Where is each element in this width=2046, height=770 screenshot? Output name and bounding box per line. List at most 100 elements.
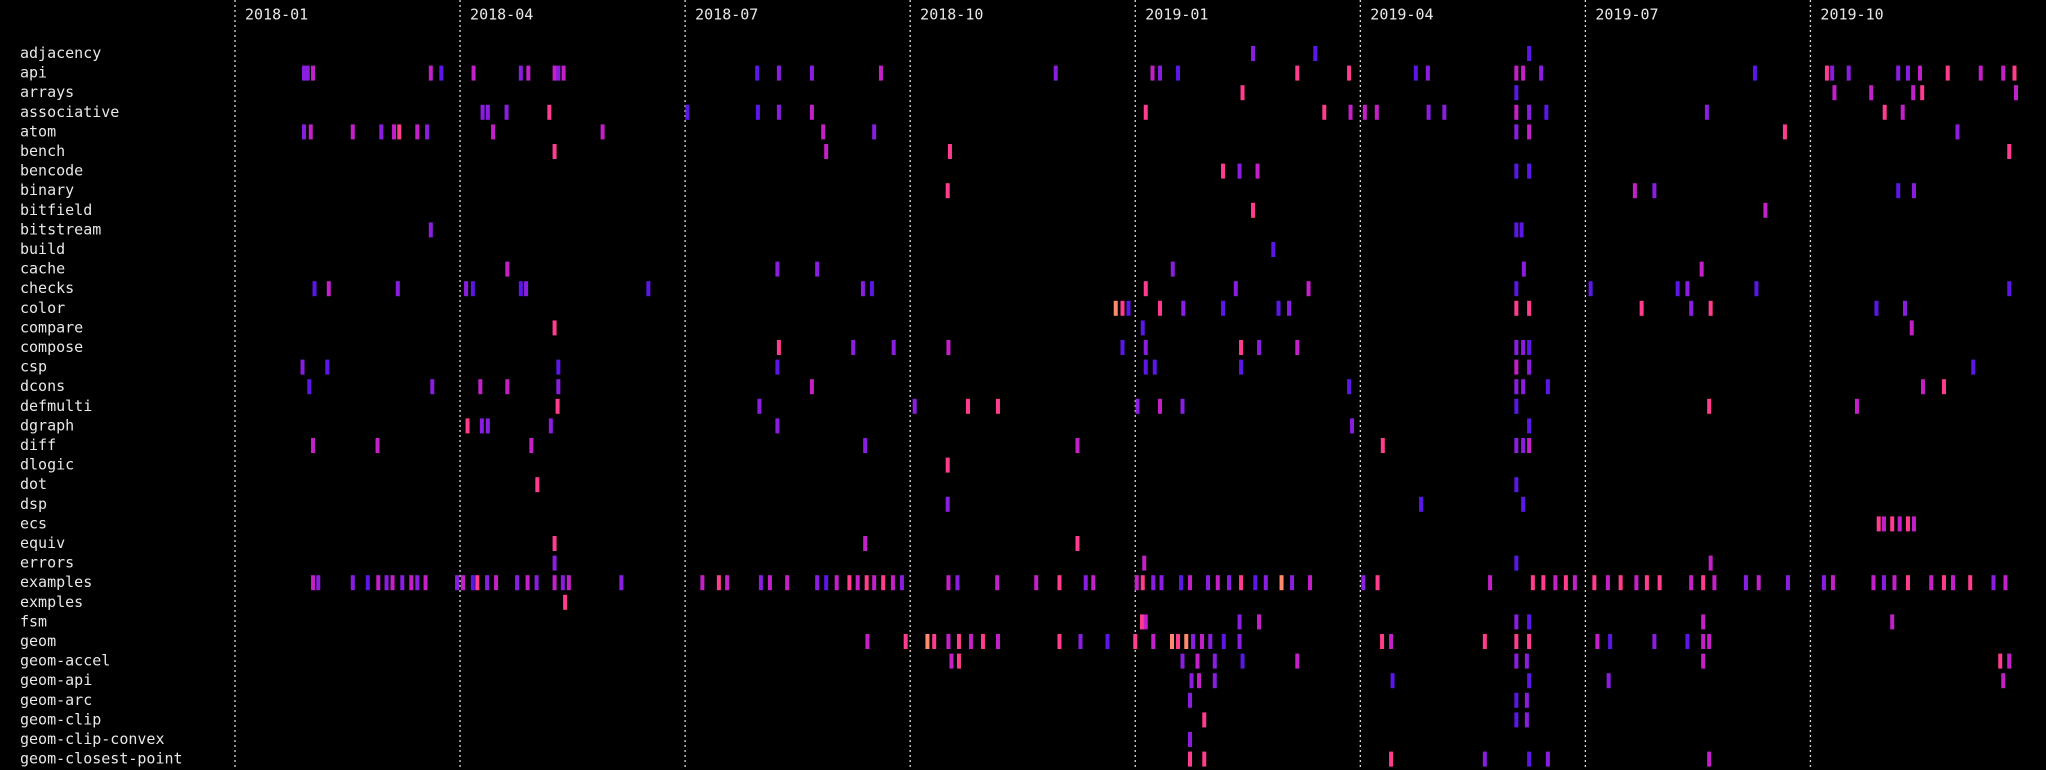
commit-mark bbox=[1521, 261, 1526, 277]
commit-mark bbox=[491, 124, 496, 140]
commit-mark bbox=[311, 65, 316, 81]
commit-mark bbox=[560, 575, 565, 591]
commit-mark bbox=[945, 457, 950, 473]
commit-mark bbox=[2007, 144, 2012, 159]
commit-mark bbox=[1322, 104, 1327, 120]
commit-mark bbox=[529, 438, 534, 453]
commit-mark bbox=[2007, 281, 2012, 297]
commit-mark bbox=[471, 65, 476, 81]
commit-mark bbox=[1685, 281, 1690, 297]
commit-mark bbox=[1295, 653, 1300, 669]
commit-mark bbox=[1881, 575, 1886, 591]
commit-mark bbox=[1239, 575, 1244, 591]
commit-mark bbox=[809, 65, 814, 81]
commit-mark bbox=[1239, 340, 1244, 355]
commit-mark bbox=[308, 124, 313, 140]
commit-mark bbox=[1514, 340, 1519, 355]
commit-mark bbox=[384, 575, 389, 591]
commit-mark bbox=[815, 261, 820, 277]
commit-mark bbox=[392, 124, 397, 140]
commit-mark bbox=[1151, 575, 1156, 591]
commit-mark bbox=[1179, 575, 1184, 591]
commit-mark bbox=[395, 281, 400, 297]
commit-mark bbox=[775, 261, 780, 277]
row-label: geom-clip bbox=[20, 710, 101, 728]
commit-mark bbox=[1971, 359, 1976, 375]
row-label: atom bbox=[20, 122, 56, 140]
commit-mark bbox=[869, 281, 874, 297]
commit-mark bbox=[400, 575, 405, 591]
commit-mark bbox=[600, 124, 605, 140]
commit-mark bbox=[552, 320, 557, 336]
commit-mark bbox=[1158, 65, 1163, 81]
commit-mark bbox=[1140, 320, 1145, 336]
commit-mark bbox=[968, 634, 973, 649]
commit-mark bbox=[428, 222, 433, 238]
commit-mark bbox=[1892, 575, 1897, 591]
commit-mark bbox=[1763, 202, 1768, 218]
commit-mark bbox=[1905, 516, 1910, 532]
commit-mark bbox=[1592, 575, 1597, 591]
commit-mark bbox=[1881, 516, 1886, 532]
row-label: dsp bbox=[20, 495, 47, 513]
commit-mark bbox=[1215, 575, 1220, 591]
commit-mark bbox=[302, 65, 307, 81]
commit-mark bbox=[350, 575, 355, 591]
commit-mark bbox=[1206, 575, 1211, 591]
commit-mark bbox=[300, 359, 305, 375]
commit-mark bbox=[515, 575, 520, 591]
commit-mark bbox=[1375, 575, 1380, 591]
commit-mark bbox=[365, 575, 370, 591]
commit-mark bbox=[1707, 751, 1712, 767]
commit-mark bbox=[2001, 65, 2006, 81]
commit-mark bbox=[305, 65, 310, 81]
commit-mark bbox=[525, 575, 530, 591]
commit-mark bbox=[1176, 634, 1181, 649]
commit-mark bbox=[1541, 575, 1546, 591]
commit-mark bbox=[1527, 46, 1532, 61]
commit-mark bbox=[1287, 300, 1292, 316]
commit-mark bbox=[1126, 300, 1131, 316]
commit-mark bbox=[1140, 614, 1145, 630]
commit-mark bbox=[1279, 575, 1284, 591]
commit-mark bbox=[1150, 65, 1155, 81]
commit-mark bbox=[965, 398, 970, 414]
commit-mark bbox=[1514, 653, 1519, 669]
row-label: bitfield bbox=[20, 201, 92, 219]
commit-mark bbox=[2007, 653, 2012, 669]
commit-mark bbox=[1195, 653, 1200, 669]
commit-mark bbox=[1689, 300, 1694, 316]
commit-mark bbox=[1374, 104, 1379, 120]
commit-mark bbox=[480, 104, 485, 120]
commit-mark bbox=[1563, 575, 1568, 591]
commit-mark bbox=[864, 575, 869, 591]
commit-mark bbox=[1514, 634, 1519, 649]
x-tick-label: 2018-04 bbox=[470, 6, 533, 24]
commit-mark bbox=[995, 398, 1000, 414]
commit-mark bbox=[1644, 575, 1649, 591]
row-label: geom bbox=[20, 632, 56, 650]
commit-mark bbox=[1871, 575, 1876, 591]
x-tick-label: 2019-07 bbox=[1595, 6, 1658, 24]
commit-mark bbox=[505, 379, 510, 395]
commit-mark bbox=[1514, 379, 1519, 395]
row-label: dgraph bbox=[20, 416, 74, 434]
commit-mark bbox=[755, 65, 760, 81]
row-label: bencode bbox=[20, 162, 83, 180]
commit-mark bbox=[556, 359, 561, 375]
commit-mark bbox=[1514, 555, 1519, 571]
commit-mark bbox=[2001, 673, 2006, 689]
commit-mark bbox=[1920, 85, 1925, 101]
commit-mark bbox=[1390, 673, 1395, 689]
commit-mark bbox=[311, 438, 316, 453]
commit-mark bbox=[757, 398, 762, 414]
commit-mark bbox=[1514, 477, 1519, 493]
commit-mark bbox=[475, 575, 480, 591]
row-label: bitstream bbox=[20, 220, 101, 238]
commit-mark bbox=[1539, 65, 1544, 81]
commit-mark bbox=[1704, 104, 1709, 120]
commit-mark bbox=[1890, 516, 1895, 532]
commit-mark bbox=[1911, 85, 1916, 101]
commit-mark bbox=[1308, 575, 1313, 591]
commit-mark bbox=[1380, 438, 1385, 453]
